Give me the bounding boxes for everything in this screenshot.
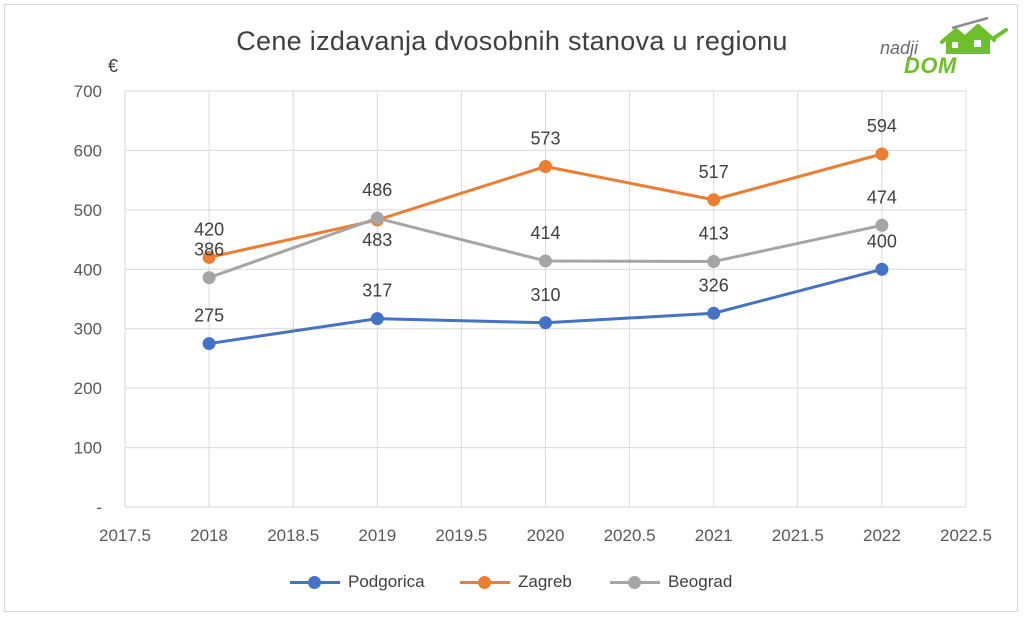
data-point-zagreb	[707, 193, 721, 207]
nadjidom-logo: nadji DOM	[880, 14, 1010, 78]
y-tick-label: 200	[74, 379, 102, 398]
y-axis-unit-label: €	[108, 56, 119, 76]
x-tick-label: 2020	[527, 526, 565, 545]
data-point-zagreb	[539, 159, 552, 173]
x-tick-label: 2019	[358, 526, 396, 545]
y-tick-label: 400	[74, 260, 102, 279]
y-tick-label: 600	[74, 141, 102, 160]
legend-swatch	[290, 572, 340, 592]
data-point-zagreb	[875, 147, 889, 161]
data-point-podgorica	[875, 262, 889, 276]
legend-swatch	[610, 572, 660, 592]
legend-swatch	[460, 572, 510, 592]
data-point-beograd	[370, 211, 384, 225]
data-label-beograd: 414	[530, 223, 560, 243]
x-tick-label: 2020.5	[604, 526, 656, 545]
chart-title: Cene izdavanja dvosobnih stanova u regio…	[236, 26, 788, 56]
legend-item-beograd: Beograd	[610, 570, 732, 594]
data-label-zagreb: 573	[530, 128, 560, 148]
x-tick-label: 2019.5	[435, 526, 487, 545]
chart-frame	[4, 4, 1018, 612]
data-label-zagreb: 420	[194, 219, 224, 239]
y-tick-label: -	[96, 498, 102, 517]
logo-text-top: nadji	[880, 38, 919, 58]
data-point-podgorica	[202, 337, 216, 351]
y-tick-label: 100	[74, 439, 102, 458]
data-label-beograd: 386	[194, 240, 224, 260]
data-label-zagreb: 483	[362, 230, 392, 250]
x-tick-label: 2021	[695, 526, 733, 545]
data-point-podgorica	[370, 312, 384, 326]
data-label-podgorica: 317	[362, 281, 392, 301]
data-label-podgorica: 326	[699, 275, 729, 295]
data-point-podgorica	[707, 306, 721, 320]
data-label-zagreb: 594	[867, 116, 897, 136]
x-tick-label: 2018	[190, 526, 228, 545]
data-label-podgorica: 310	[530, 285, 560, 305]
y-tick-label: 500	[74, 201, 102, 220]
x-tick-label: 2022	[863, 526, 901, 545]
data-label-beograd: 413	[699, 224, 729, 244]
legend-label: Zagreb	[518, 572, 572, 591]
data-point-beograd	[875, 218, 889, 232]
data-label-zagreb: 517	[699, 162, 729, 182]
x-tick-label: 2021.5	[772, 526, 824, 545]
legend-item-podgorica: Podgorica	[290, 570, 425, 594]
x-tick-label: 2017.5	[99, 526, 151, 545]
legend-label: Podgorica	[348, 572, 425, 591]
x-tick-label: 2018.5	[267, 526, 319, 545]
y-tick-label: 300	[74, 320, 102, 339]
legend-item-zagreb: Zagreb	[460, 570, 572, 594]
data-point-zagreb	[202, 250, 216, 264]
data-point-podgorica	[539, 316, 552, 330]
data-label-beograd: 474	[867, 187, 897, 207]
data-point-beograd	[202, 271, 216, 285]
y-tick-label: 700	[74, 82, 102, 101]
data-point-beograd	[707, 255, 721, 269]
logo-text-bottom: DOM	[904, 53, 957, 78]
house-logo-icon	[940, 16, 1008, 54]
data-label-beograd: 486	[362, 180, 392, 200]
data-label-podgorica: 275	[194, 306, 224, 326]
legend-label: Beograd	[668, 572, 733, 591]
x-tick-label: 2022.5	[940, 526, 992, 545]
chart-legend: Podgorica Zagreb Beograd	[0, 570, 1024, 594]
data-label-podgorica: 400	[867, 231, 897, 251]
data-point-beograd	[539, 254, 552, 268]
